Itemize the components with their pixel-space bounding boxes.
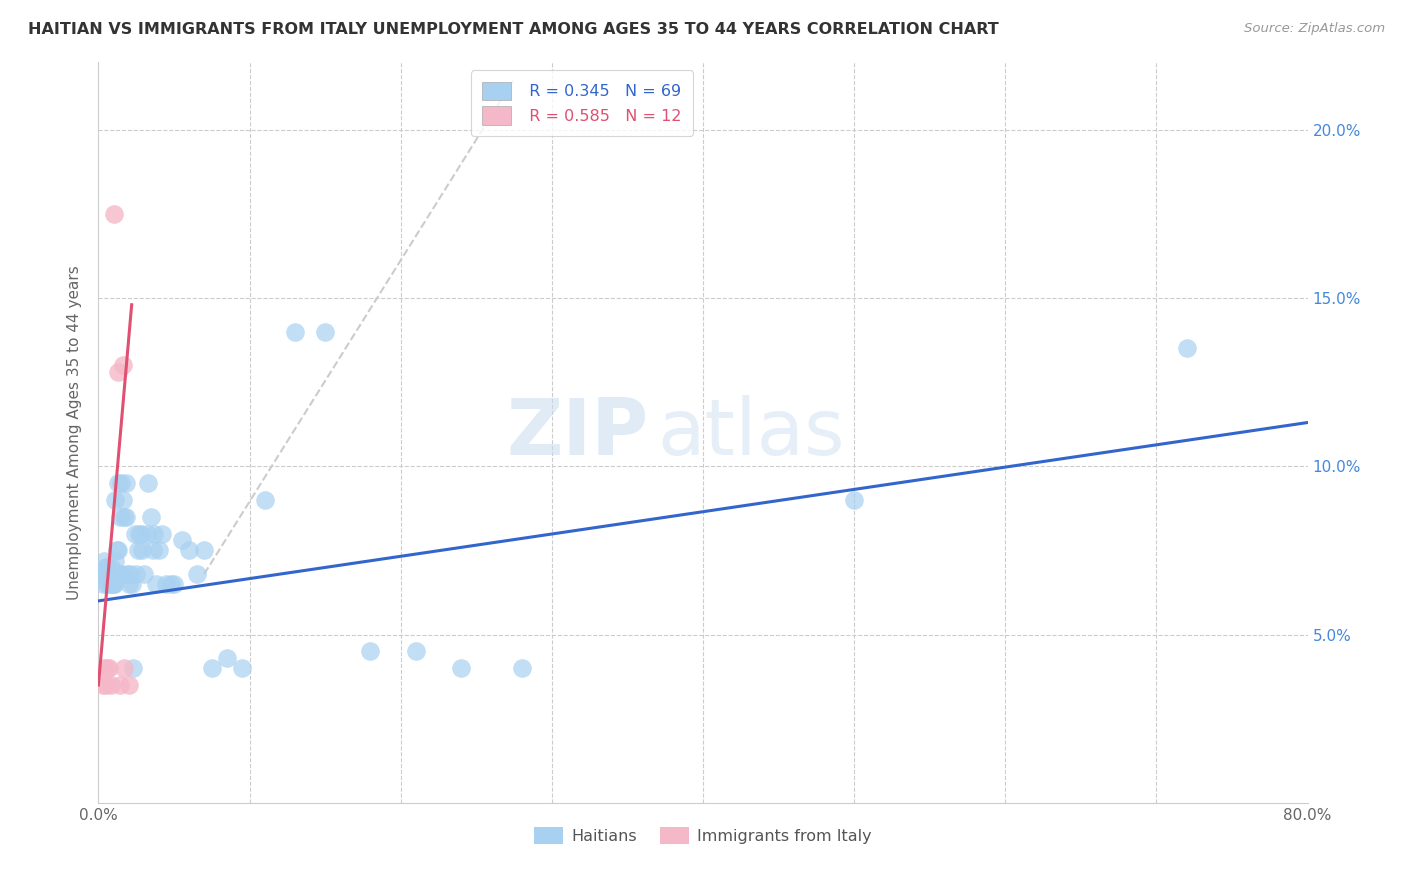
Point [100, 560, 122, 574]
Point [128, 526, 150, 541]
Point [450, 661, 472, 675]
Point [231, 661, 253, 675]
Point [96, 661, 118, 675]
Text: HAITIAN VS IMMIGRANTS FROM ITALY UNEMPLOYMENT AMONG AGES 35 TO 44 YEARS CORRELAT: HAITIAN VS IMMIGRANTS FROM ITALY UNEMPLO… [28, 22, 998, 37]
Point [150, 526, 173, 541]
Point [118, 577, 141, 591]
Point [120, 566, 142, 581]
Point [110, 476, 132, 491]
Point [115, 566, 138, 581]
Point [121, 577, 143, 591]
Point [143, 526, 166, 541]
Point [114, 509, 136, 524]
Text: ZIP: ZIP [506, 394, 648, 471]
Point [129, 526, 152, 541]
Point [100, 678, 122, 692]
Point [127, 543, 149, 558]
Point [107, 365, 129, 379]
Point [179, 543, 201, 558]
Point [405, 644, 427, 658]
Point [98, 577, 121, 591]
Point [112, 661, 135, 675]
Point [145, 577, 167, 591]
Point [91, 577, 114, 591]
Point [314, 325, 336, 339]
Point [101, 566, 124, 581]
Point [253, 492, 276, 507]
Y-axis label: Unemployment Among Ages 35 to 44 years: Unemployment Among Ages 35 to 44 years [67, 265, 83, 600]
Point [103, 566, 125, 581]
Point [98, 566, 121, 581]
Text: Source: ZipAtlas.com: Source: ZipAtlas.com [1244, 22, 1385, 36]
Point [136, 476, 159, 491]
Point [96, 577, 118, 591]
Point [125, 566, 148, 581]
Point [193, 543, 215, 558]
Point [142, 543, 165, 558]
Point [100, 577, 122, 591]
Point [108, 566, 131, 581]
Point [94, 560, 117, 574]
Point [160, 577, 183, 591]
Point [155, 577, 177, 591]
Point [111, 492, 134, 507]
Point [844, 492, 866, 507]
Point [104, 492, 127, 507]
Point [186, 566, 208, 581]
Point [107, 476, 129, 491]
Point [105, 566, 128, 581]
Point [96, 560, 118, 574]
Point [510, 661, 533, 675]
Point [132, 566, 155, 581]
Point [215, 651, 238, 665]
Point [93, 553, 115, 567]
Point [284, 325, 307, 339]
Point [103, 207, 125, 221]
Point [101, 577, 124, 591]
Point [163, 577, 186, 591]
Point [90, 566, 112, 581]
Legend: Haitians, Immigrants from Italy: Haitians, Immigrants from Italy [527, 821, 879, 850]
Point [108, 678, 131, 692]
Point [94, 678, 117, 692]
Point [148, 543, 170, 558]
Point [170, 533, 193, 548]
Point [105, 543, 128, 558]
Point [122, 661, 145, 675]
Text: atlas: atlas [657, 394, 845, 471]
Point [103, 577, 125, 591]
Point [94, 566, 117, 581]
Point [93, 661, 115, 675]
Point [135, 526, 157, 541]
Point [110, 566, 132, 581]
Point [118, 678, 141, 692]
Point [104, 553, 127, 567]
Point [112, 509, 135, 524]
Point [360, 644, 382, 658]
Point [108, 509, 131, 524]
Point [91, 678, 114, 692]
Point [141, 509, 163, 524]
Point [114, 476, 136, 491]
Point [98, 661, 121, 675]
Point [1175, 342, 1198, 356]
Point [107, 543, 129, 558]
Point [131, 543, 153, 558]
Point [201, 661, 224, 675]
Point [124, 526, 146, 541]
Point [103, 577, 125, 591]
Point [111, 359, 134, 373]
